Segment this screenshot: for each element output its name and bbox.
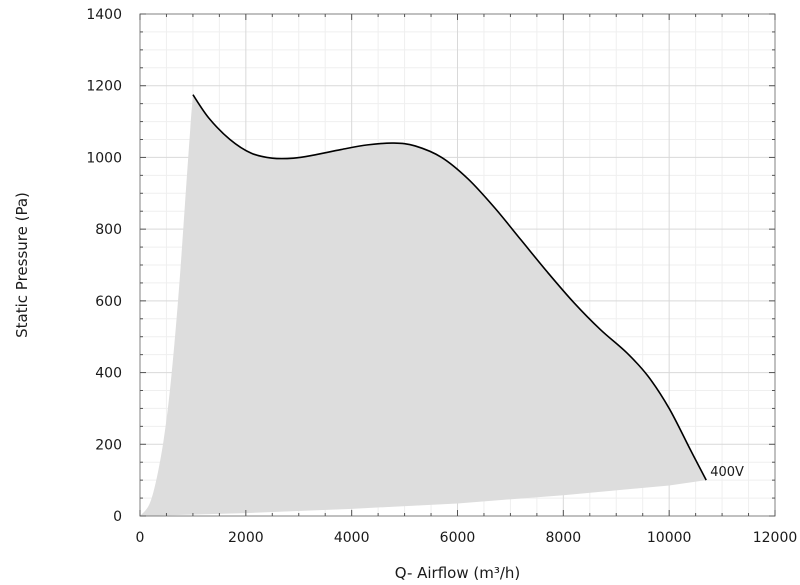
x-tick-label: 8000 bbox=[546, 530, 582, 546]
y-tick-label: 200 bbox=[95, 437, 122, 453]
x-tick-label: 12000 bbox=[753, 530, 798, 546]
x-tick-label: 4000 bbox=[334, 530, 370, 546]
y-tick-label: 1400 bbox=[86, 7, 122, 23]
y-axis-title: Static Pressure (Pa) bbox=[13, 192, 31, 338]
y-tick-label: 600 bbox=[95, 294, 122, 310]
y-tick-label: 1200 bbox=[86, 79, 122, 95]
y-tick-label: 0 bbox=[113, 509, 122, 525]
y-tick-label: 400 bbox=[95, 366, 122, 382]
operating-area bbox=[140, 94, 707, 517]
x-tick-label: 6000 bbox=[440, 530, 476, 546]
x-tick-label: 2000 bbox=[228, 530, 264, 546]
y-tick-label: 1000 bbox=[86, 150, 122, 166]
series-400v-curve bbox=[192, 94, 707, 481]
axis-ticks bbox=[139, 13, 776, 517]
x-tick-label: 0 bbox=[136, 530, 145, 546]
x-tick-labels: 0 2000 4000 6000 8000 10000 12000 bbox=[136, 530, 798, 546]
series-label-400v: 400V bbox=[710, 465, 744, 480]
x-tick-label: 10000 bbox=[647, 530, 692, 546]
y-tick-label: 800 bbox=[95, 222, 122, 238]
x-axis-title: Q- Airflow (m³/h) bbox=[395, 564, 521, 582]
y-tick-labels: 0 200 400 600 800 1000 1200 1400 bbox=[86, 7, 122, 525]
